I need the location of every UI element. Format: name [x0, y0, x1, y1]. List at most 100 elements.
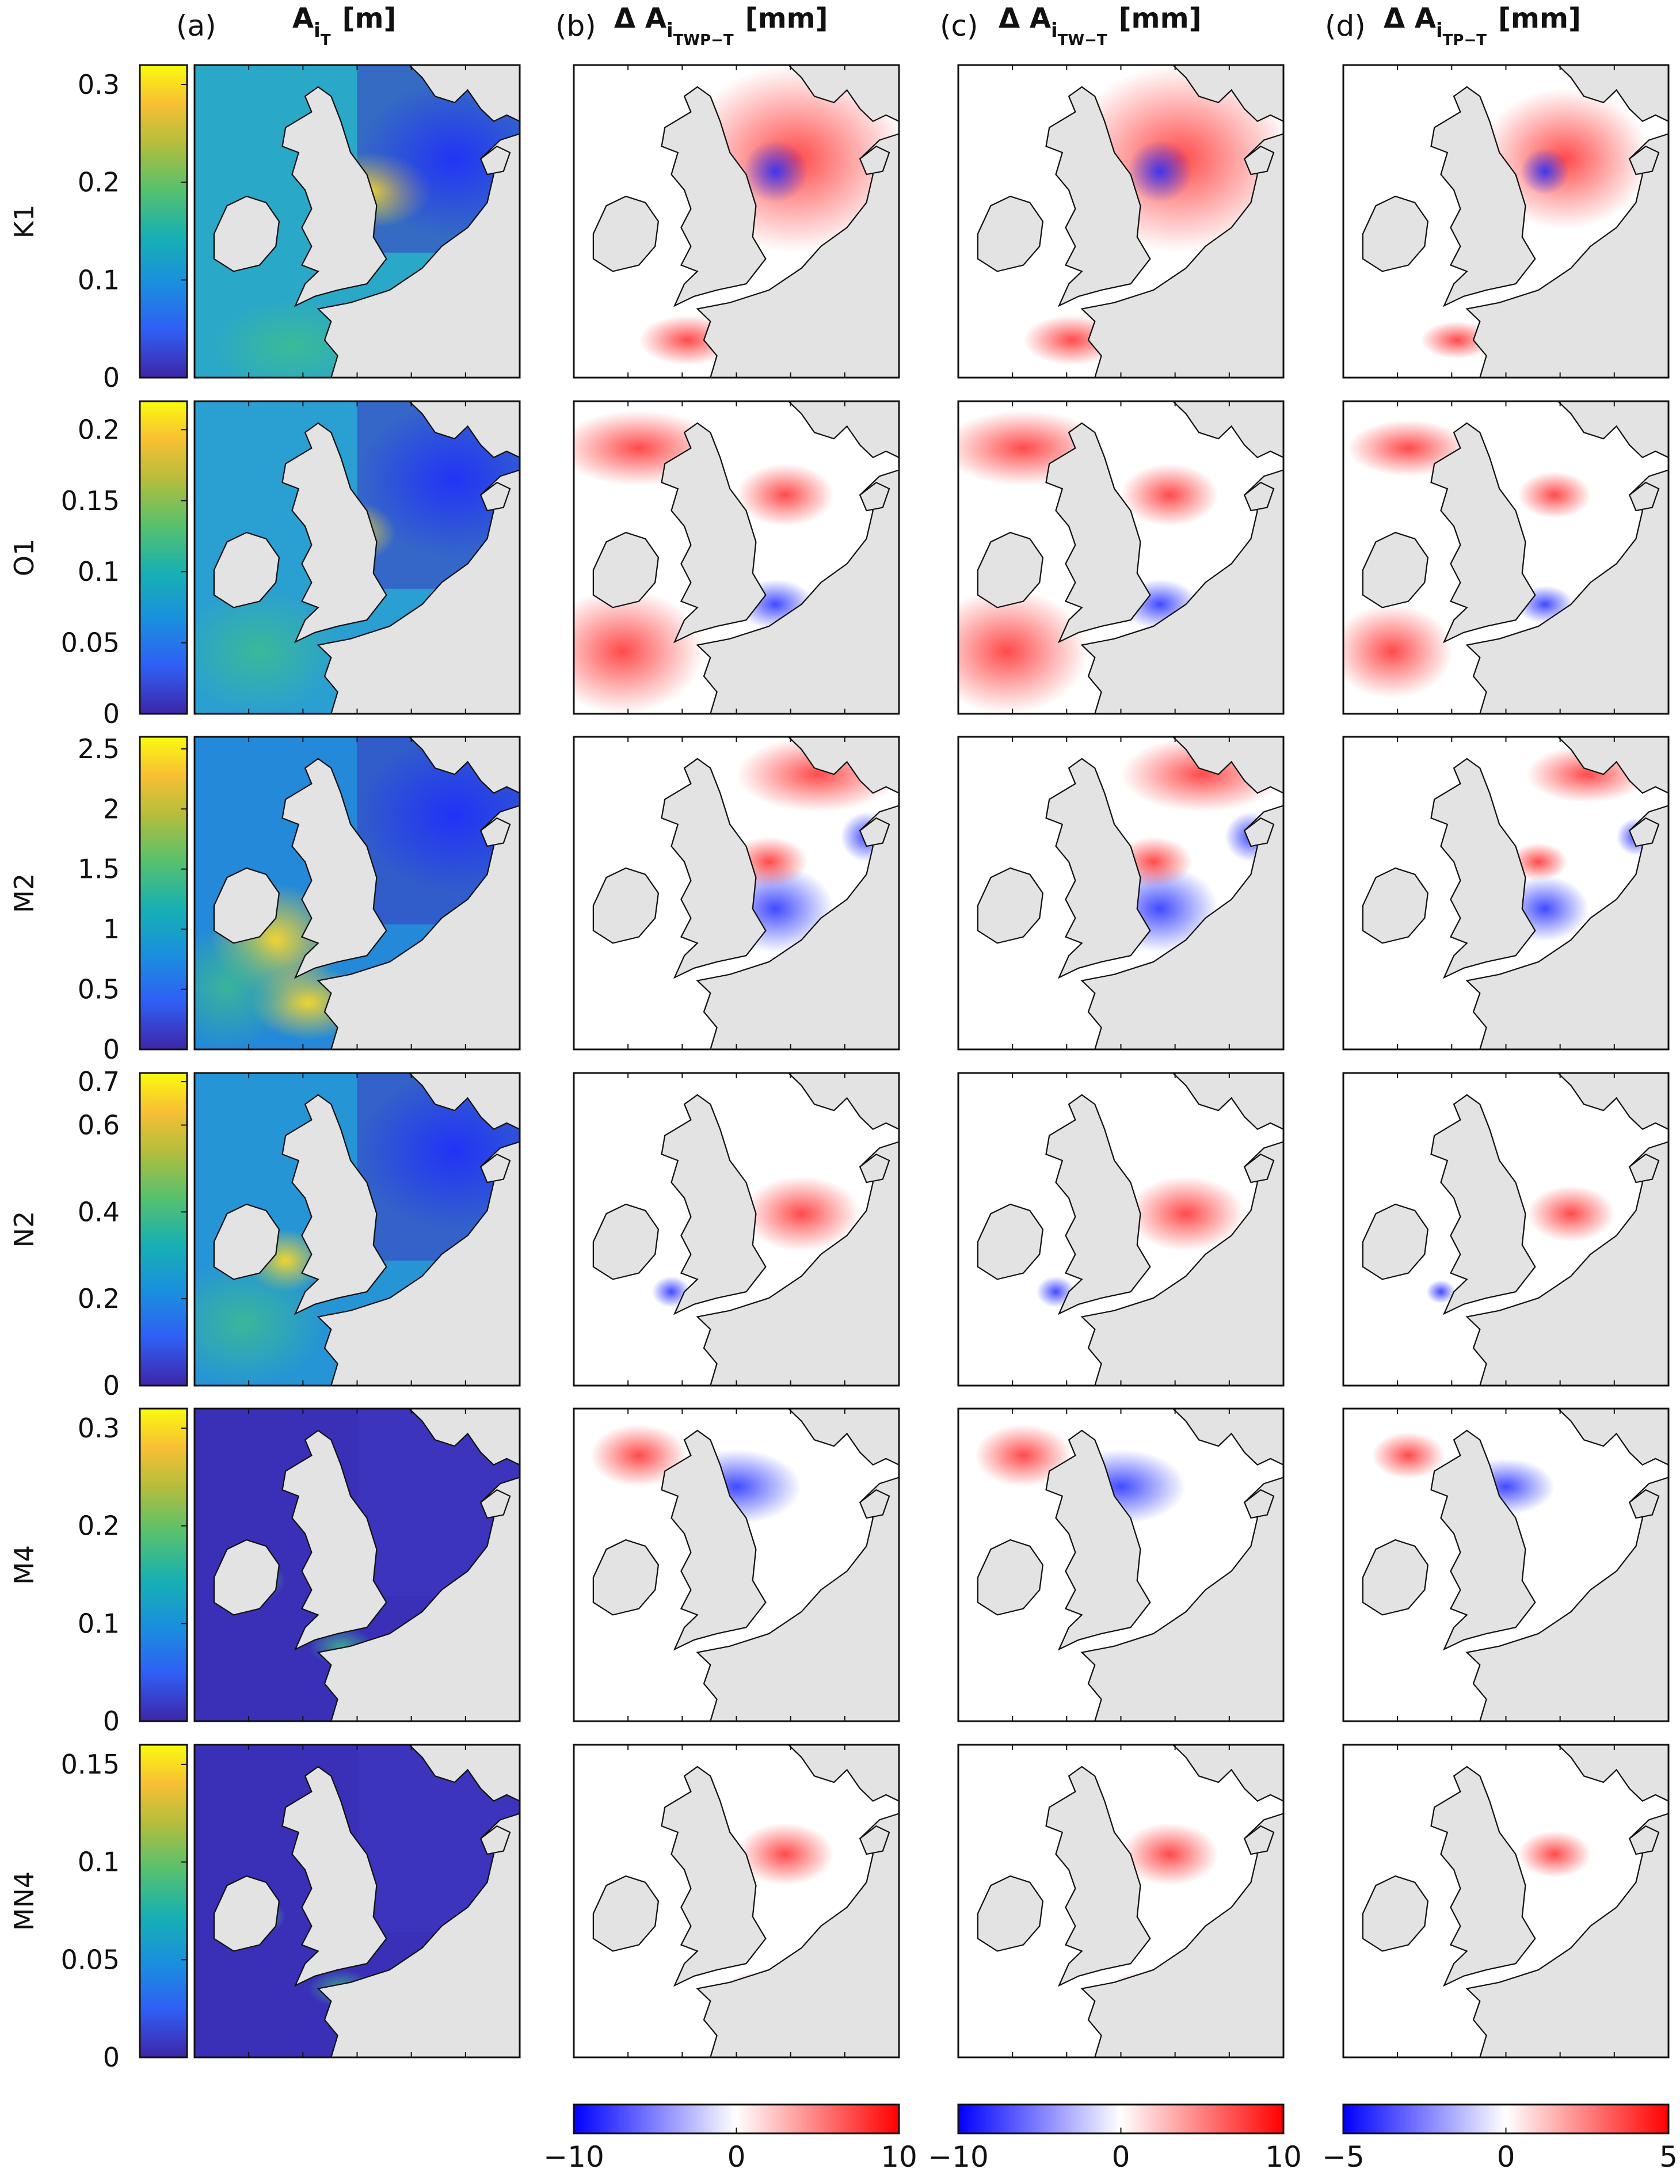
- continent-land: [574, 1477, 899, 1721]
- great-britain-land: [1430, 86, 1536, 307]
- map-MN4-3: [1343, 1745, 1668, 2057]
- scandinavia-land: [408, 65, 520, 123]
- continent-land: [574, 133, 899, 378]
- denmark-islands-land: [1243, 1825, 1275, 1855]
- row-label-MN4: MN4: [9, 1871, 40, 1931]
- map-field: [958, 1073, 1283, 1386]
- amplitude-feature: [357, 81, 520, 237]
- scandinavia-land: [1172, 1073, 1283, 1131]
- map-O1-3: [1343, 401, 1668, 714]
- map-M4-0: [195, 1409, 520, 1721]
- denmark-islands-land: [479, 481, 511, 512]
- continent-land: [958, 1141, 1283, 1386]
- colorbar-tick-label: 0: [103, 362, 120, 393]
- column-title-1: Δ AiTWP−T[mm]: [614, 2, 828, 49]
- colorbar-tick-label: 0.05: [61, 627, 120, 659]
- map-M4-2: [958, 1409, 1283, 1721]
- scandinavia-land: [1172, 737, 1283, 794]
- continent-land: [195, 1477, 520, 1721]
- panel-label-3: (d): [1325, 9, 1366, 43]
- map-N2-1: [574, 1073, 899, 1386]
- denmark-islands-land: [1243, 145, 1275, 176]
- ireland-land: [213, 531, 280, 608]
- denmark-islands-land: [1243, 817, 1275, 847]
- map-K1-0: [195, 65, 520, 378]
- map-MN4-2: [958, 1745, 1283, 2057]
- map-M2-0: [195, 737, 520, 1049]
- map-field: [574, 1745, 899, 2057]
- ireland-land: [213, 867, 280, 944]
- map-MN4-0: [195, 1745, 520, 2057]
- anomaly-feature: [958, 588, 1088, 714]
- scandinavia-land: [408, 1745, 520, 1802]
- denmark-islands-land: [1628, 1153, 1660, 1184]
- denmark-islands-land: [1628, 1825, 1660, 1855]
- amplitude-feature: [195, 924, 292, 1049]
- map-field: [195, 1073, 520, 1386]
- anomaly-feature: [1426, 1280, 1456, 1304]
- ireland-land: [592, 1539, 660, 1616]
- ireland-land: [1362, 195, 1429, 272]
- map-field: [958, 1409, 1283, 1721]
- ireland-land: [977, 867, 1044, 944]
- map-field: [574, 401, 899, 714]
- scandinavia-land: [1557, 1073, 1668, 1131]
- scandinavia-land: [787, 1409, 899, 1466]
- great-britain-land: [661, 422, 767, 644]
- colorbar-tick-label: 0: [103, 2042, 120, 2073]
- denmark-islands-land: [479, 145, 511, 176]
- map-field: [1343, 1745, 1668, 2057]
- denmark-islands-land: [859, 1489, 890, 1519]
- denmark-islands-land: [479, 1825, 511, 1855]
- row-label-O1: O1: [9, 539, 40, 576]
- map-O1-0: [195, 401, 520, 714]
- diff-colorbar-label: 5: [1659, 2140, 1678, 2174]
- row-label-N2: N2: [9, 1211, 40, 1248]
- great-britain-land: [281, 1766, 387, 1987]
- ireland-land: [977, 1203, 1044, 1280]
- colorbar-tick-label: 0.2: [78, 1283, 120, 1314]
- colorbar-O1: [139, 400, 188, 715]
- anomaly-feature: [1520, 147, 1569, 195]
- colorbar-tick-label: 1.5: [78, 854, 120, 885]
- scandinavia-land: [1172, 65, 1283, 123]
- colorbar-M4: [139, 1407, 188, 1722]
- map-O1-1: [574, 401, 899, 714]
- colorbar-tick-label: 0: [103, 698, 120, 729]
- map-M2-3: [1343, 737, 1668, 1049]
- ireland-land: [1362, 531, 1429, 608]
- continent-land: [574, 469, 899, 714]
- continent-land: [1343, 1813, 1668, 2057]
- ireland-land: [213, 1203, 280, 1280]
- anomaly-feature: [1518, 1831, 1591, 1878]
- denmark-islands-land: [479, 817, 511, 847]
- anomaly-feature: [1527, 1185, 1615, 1242]
- denmark-islands-land: [1243, 1489, 1275, 1519]
- map-field: [1343, 1409, 1668, 1721]
- scandinavia-land: [1172, 401, 1283, 459]
- map-field: [574, 1073, 899, 1386]
- map-M2-2: [958, 737, 1283, 1049]
- scandinavia-land: [408, 1409, 520, 1466]
- diff-colorbar-label: −10: [543, 2140, 604, 2174]
- ireland-land: [592, 1875, 660, 1952]
- denmark-islands-land: [859, 1153, 890, 1184]
- scandinavia-land: [1172, 1409, 1283, 1466]
- scandinavia-land: [1557, 737, 1668, 794]
- colorbar-tick-label: 0: [103, 1370, 120, 1401]
- map-MN4-1: [574, 1745, 899, 2057]
- great-britain-land: [281, 1429, 387, 1651]
- scandinavia-land: [408, 1073, 520, 1131]
- map-field: [958, 401, 1283, 714]
- denmark-islands-land: [1243, 481, 1275, 512]
- continent-land: [958, 133, 1283, 378]
- great-britain-land: [661, 1766, 767, 1987]
- map-M4-3: [1343, 1409, 1668, 1721]
- ireland-land: [213, 195, 280, 272]
- map-field: [574, 65, 899, 378]
- ireland-land: [592, 867, 660, 944]
- panel-label-0: (a): [176, 9, 216, 43]
- map-field: [1343, 401, 1668, 714]
- great-britain-land: [1430, 1766, 1536, 1987]
